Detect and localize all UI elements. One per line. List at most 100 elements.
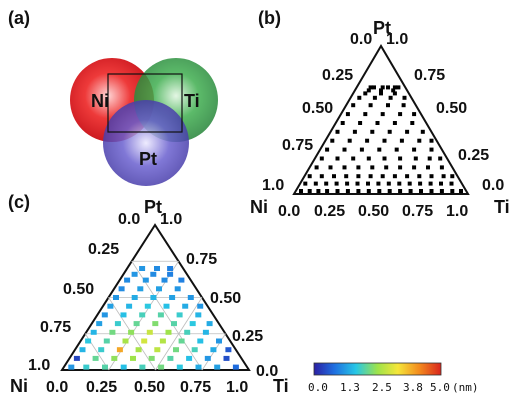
data-point-c-12 — [111, 355, 118, 361]
left-tick-c-0: 0.0 — [118, 211, 140, 228]
vertex-label-top-b: Pt — [373, 18, 391, 38]
data-point-b-100 — [388, 95, 393, 100]
data-point-c-33 — [178, 338, 185, 344]
data-point-c-29 — [103, 338, 110, 344]
data-point-c-28 — [85, 338, 92, 344]
data-point-c-6 — [176, 364, 183, 370]
data-point-b-48 — [356, 165, 361, 170]
data-point-b-76 — [417, 138, 422, 143]
data-point-c-50 — [101, 312, 108, 318]
right-tick-b-4: 0.0 — [482, 177, 504, 194]
ternary-points-c — [68, 266, 239, 370]
data-point-c-5 — [158, 364, 165, 370]
data-point-b-40 — [405, 174, 410, 179]
data-point-c-26 — [210, 347, 217, 353]
data-point-c-1 — [83, 364, 90, 370]
colorbar-gradient — [313, 362, 442, 376]
colorbar: 0.0 1.3 2.5 3.8 5.0 (nm) — [308, 362, 479, 394]
data-point-c-37 — [109, 329, 116, 335]
vertex-label-right-c: Ti — [273, 376, 289, 396]
bottom-tick-c-0: 0.0 — [46, 379, 68, 396]
vertex-label-top-c: Pt — [144, 197, 162, 217]
data-point-b-66 — [359, 147, 364, 152]
data-point-c-36 — [90, 329, 97, 335]
panel-label-b: (b) — [258, 8, 281, 28]
data-point-b-104 — [392, 91, 397, 96]
data-point-b-109 — [380, 85, 385, 90]
data-point-c-47 — [171, 321, 177, 327]
data-point-b-99 — [372, 95, 377, 100]
left-tick-b-2: 0.50 — [302, 100, 333, 117]
colorbar-tick-4: 5.0 — [430, 381, 450, 394]
data-point-b-106 — [379, 88, 383, 93]
data-point-c-16 — [186, 355, 193, 361]
data-point-c-4 — [139, 364, 146, 370]
data-point-b-51 — [398, 165, 403, 170]
data-point-c-14 — [148, 355, 155, 361]
data-point-b-38 — [380, 174, 385, 179]
data-point-b-101 — [402, 95, 407, 100]
data-point-b-75 — [399, 138, 404, 143]
data-point-c-77 — [167, 271, 174, 277]
data-point-c-48 — [189, 321, 196, 327]
data-point-c-73 — [161, 277, 168, 283]
bottom-tick-b-4: 1.0 — [446, 203, 468, 220]
data-point-b-19 — [324, 181, 329, 186]
data-point-b-111 — [372, 85, 376, 90]
left-tick-c-2: 0.50 — [63, 281, 94, 298]
data-point-b-24 — [376, 181, 381, 186]
bottom-tick-c-3: 0.75 — [180, 379, 211, 396]
data-point-b-27 — [407, 181, 412, 186]
data-point-c-62 — [113, 295, 119, 300]
data-point-c-52 — [139, 312, 146, 318]
data-point-b-82 — [405, 129, 410, 134]
data-point-b-52 — [412, 165, 417, 170]
data-point-c-15 — [167, 355, 174, 361]
data-point-c-71 — [124, 277, 131, 283]
data-point-b-20 — [334, 181, 339, 186]
left-tick-c-1: 0.25 — [88, 241, 119, 258]
data-point-c-65 — [169, 295, 176, 300]
data-point-c-63 — [131, 295, 138, 300]
data-point-c-60 — [182, 303, 189, 309]
data-point-b-107 — [391, 88, 396, 93]
data-point-c-55 — [195, 312, 202, 318]
right-tick-b-3: 0.25 — [458, 147, 489, 164]
data-point-b-62 — [427, 156, 432, 161]
left-tick-c-3: 0.75 — [40, 319, 71, 336]
data-point-c-43 — [96, 321, 103, 327]
data-point-c-66 — [187, 295, 194, 300]
right-tick-b-1: 0.75 — [414, 67, 445, 84]
right-tick-b-2: 0.50 — [436, 100, 467, 117]
data-point-b-71 — [330, 138, 335, 143]
data-point-b-12 — [419, 189, 423, 193]
data-point-c-30 — [122, 338, 129, 344]
colorbar-unit: (nm) — [452, 381, 479, 394]
vertex-label-left-c: Ni — [10, 376, 28, 396]
data-point-c-31 — [141, 338, 148, 344]
data-point-c-11 — [92, 355, 99, 361]
data-point-b-4 — [335, 189, 340, 193]
data-point-b-33 — [319, 174, 324, 179]
data-point-c-40 — [165, 329, 172, 335]
data-point-b-69 — [412, 147, 417, 152]
data-point-b-90 — [363, 112, 368, 117]
data-point-c-56 — [107, 303, 114, 309]
data-point-b-15 — [450, 189, 455, 193]
data-point-b-86 — [375, 121, 380, 125]
data-point-b-39 — [392, 174, 397, 179]
right-tick-c-3: 0.25 — [232, 328, 263, 345]
data-point-c-49 — [206, 321, 213, 327]
bottom-tick-c-2: 0.50 — [134, 379, 165, 396]
data-point-c-20 — [98, 347, 105, 353]
data-point-b-42 — [429, 174, 434, 179]
data-point-b-10 — [398, 189, 403, 193]
data-point-b-45 — [314, 165, 319, 170]
data-point-b-26 — [397, 181, 402, 186]
data-point-b-113 — [396, 85, 401, 90]
data-point-c-53 — [157, 312, 164, 318]
data-point-b-87 — [392, 121, 397, 125]
data-point-c-51 — [120, 312, 127, 318]
data-point-c-46 — [152, 321, 159, 327]
